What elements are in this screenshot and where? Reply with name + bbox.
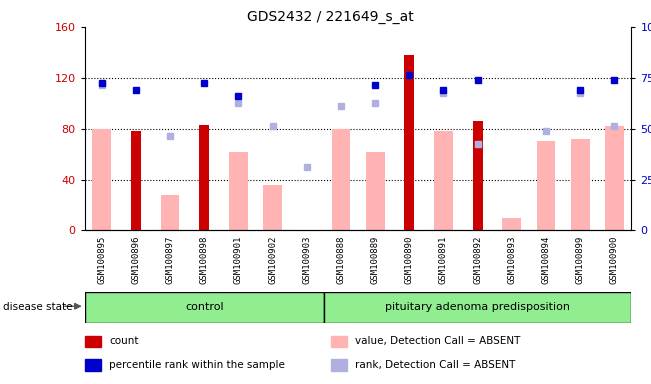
Bar [331, 336, 347, 348]
Bar [331, 129, 350, 230]
Text: GSM100900: GSM100900 [610, 235, 619, 284]
Text: GSM100893: GSM100893 [507, 235, 516, 284]
Text: disease state: disease state [3, 302, 73, 312]
Text: rank, Detection Call = ABSENT: rank, Detection Call = ABSENT [355, 360, 516, 370]
Bar [605, 126, 624, 230]
Bar [85, 359, 101, 371]
Text: GSM100896: GSM100896 [132, 235, 141, 284]
Text: control: control [185, 302, 223, 312]
Text: GSM100898: GSM100898 [200, 235, 209, 284]
Text: GSM100897: GSM100897 [165, 235, 174, 284]
Text: GSM100895: GSM100895 [97, 235, 106, 284]
Text: value, Detection Call = ABSENT: value, Detection Call = ABSENT [355, 336, 521, 346]
Bar [85, 292, 324, 323]
Text: GSM100903: GSM100903 [302, 235, 311, 284]
Bar [199, 125, 210, 230]
Bar [85, 336, 101, 348]
Bar [229, 152, 248, 230]
Text: GSM100888: GSM100888 [337, 235, 346, 284]
Text: GSM100902: GSM100902 [268, 235, 277, 284]
Text: GSM100892: GSM100892 [473, 235, 482, 284]
Bar [131, 131, 141, 230]
Bar [404, 55, 415, 230]
Text: GSM100901: GSM100901 [234, 235, 243, 284]
Bar [434, 131, 453, 230]
Title: GDS2432 / 221649_s_at: GDS2432 / 221649_s_at [247, 10, 414, 25]
Text: percentile rank within the sample: percentile rank within the sample [109, 360, 285, 370]
Text: pituitary adenoma predisposition: pituitary adenoma predisposition [385, 302, 570, 312]
Bar [263, 185, 282, 230]
Text: GSM100891: GSM100891 [439, 235, 448, 284]
Bar [571, 139, 590, 230]
Bar [503, 218, 521, 230]
Text: GSM100894: GSM100894 [542, 235, 551, 284]
Bar [161, 195, 180, 230]
Bar [473, 121, 483, 230]
Bar [366, 152, 385, 230]
Text: GSM100899: GSM100899 [575, 235, 585, 284]
Text: GSM100889: GSM100889 [370, 235, 380, 284]
Bar [331, 359, 347, 371]
Bar [92, 129, 111, 230]
Bar [324, 292, 631, 323]
Text: GSM100890: GSM100890 [405, 235, 414, 284]
Bar [536, 141, 555, 230]
Text: count: count [109, 336, 139, 346]
